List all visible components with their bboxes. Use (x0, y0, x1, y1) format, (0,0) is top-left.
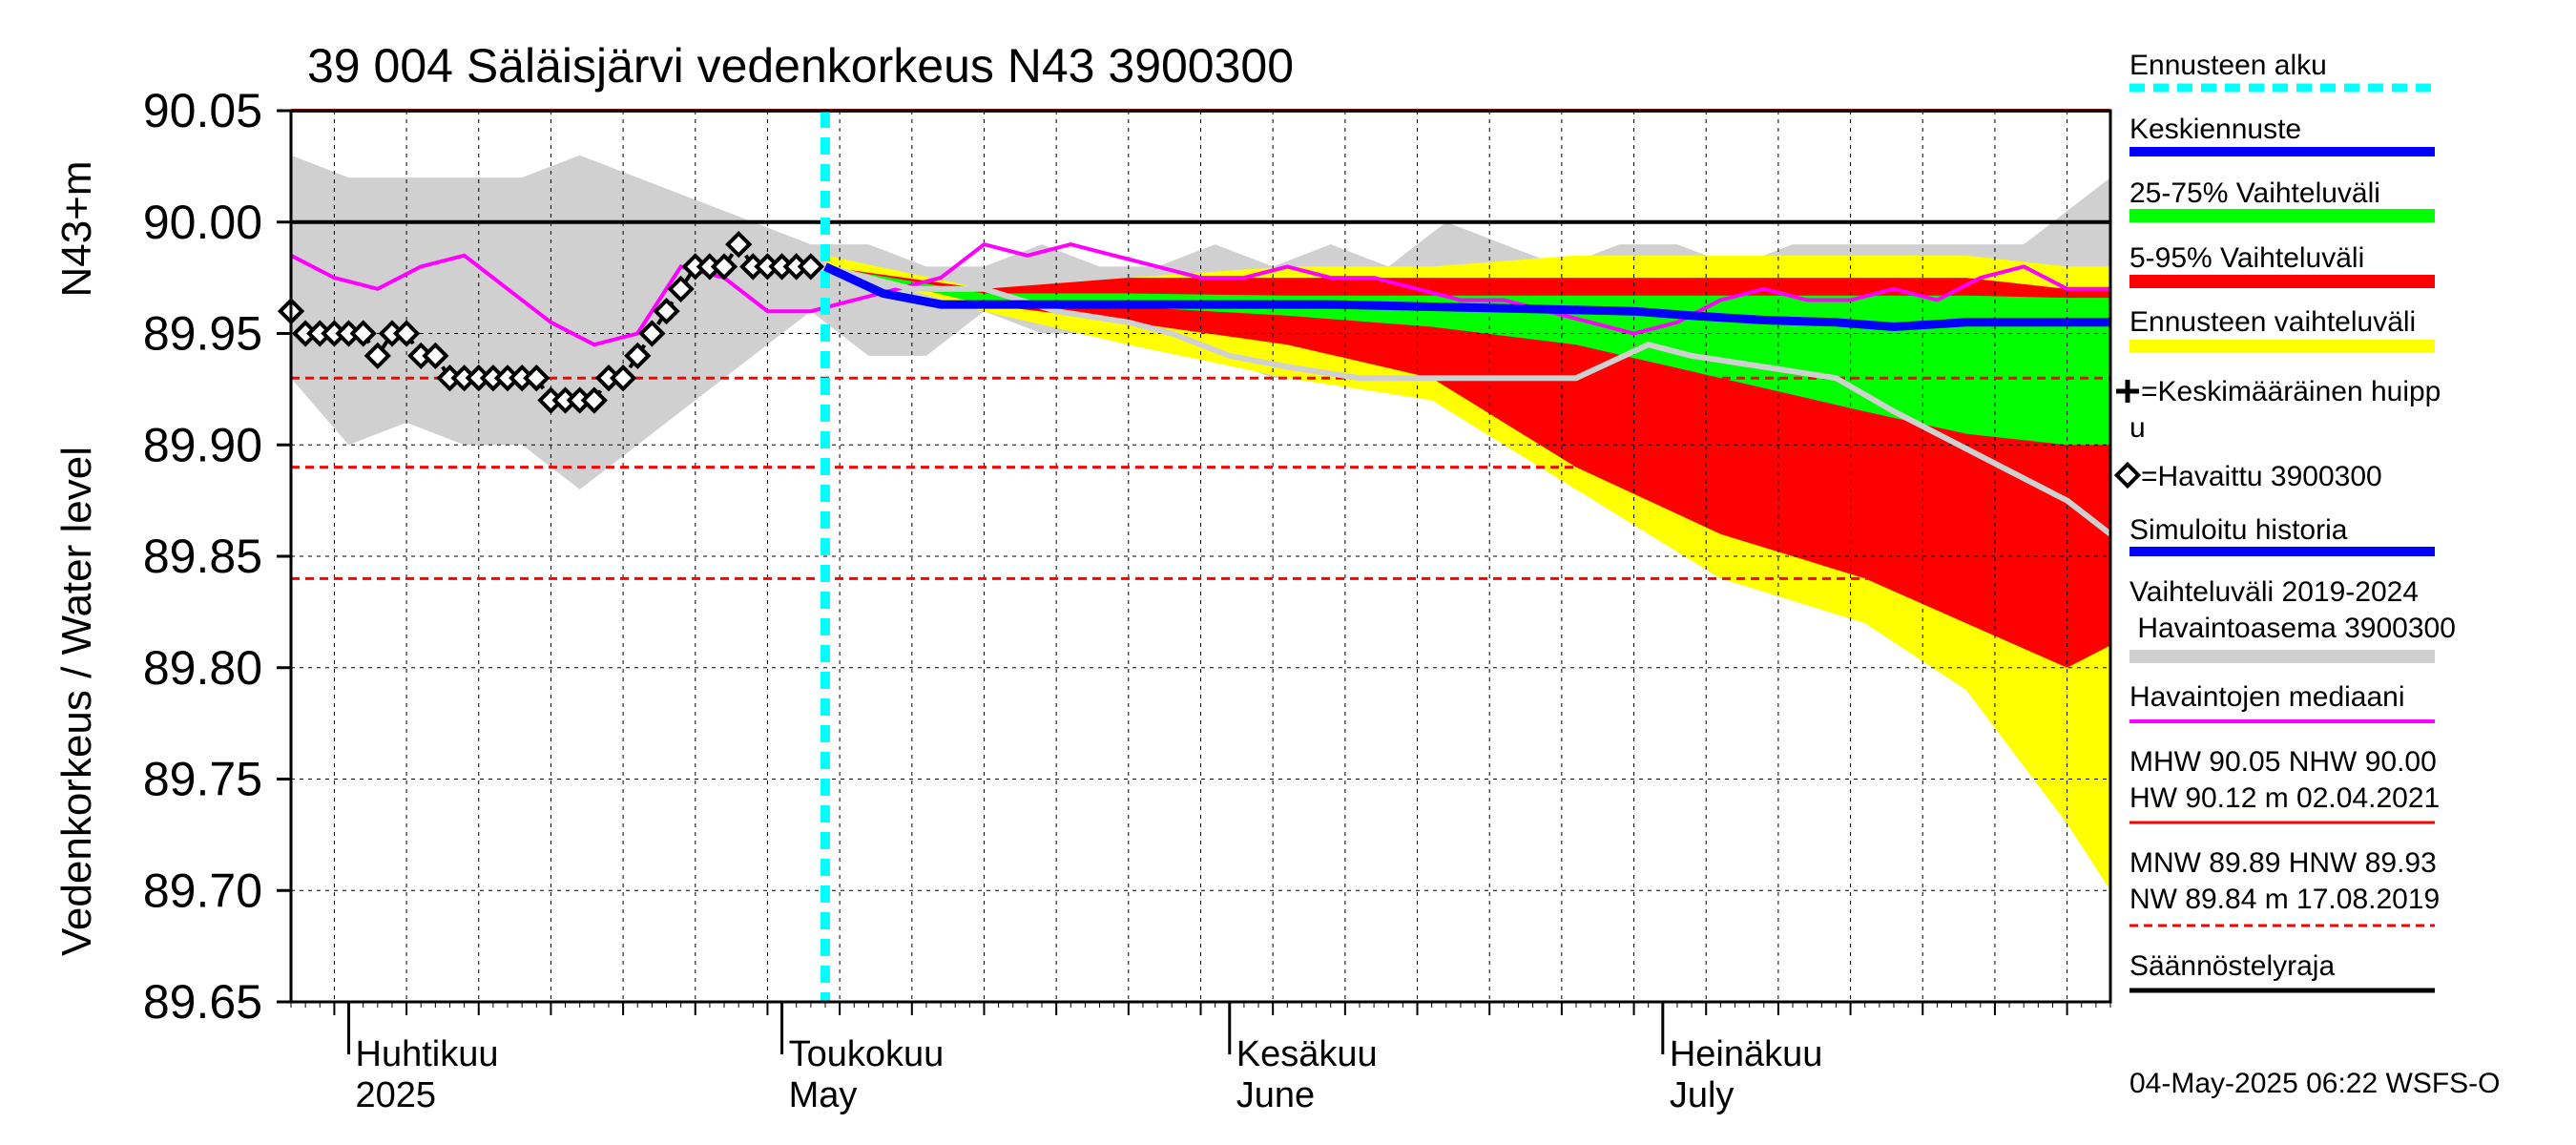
observed-point (754, 253, 781, 281)
observed-point (407, 342, 435, 370)
legend-historical-range: Vaihteluväli 2019-2024 (2129, 576, 2419, 608)
x-month-sublabel: May (789, 1075, 858, 1115)
y-tick-label: 90.00 (143, 196, 262, 249)
legend-high-water-values: MHW 90.05 NHW 90.00 (2129, 746, 2437, 778)
observed-point (392, 320, 421, 347)
observed-point (436, 364, 464, 392)
x-month-label: Huhtikuu (356, 1034, 499, 1074)
legend-forecast-band: Ennusteen vaihteluväli (2129, 306, 2416, 338)
observed-point (479, 364, 508, 392)
x-month-label: Heinäkuu (1670, 1034, 1823, 1074)
observed-point (306, 320, 334, 347)
x-month-label: Kesäkuu (1236, 1034, 1378, 1074)
observed-point (523, 364, 551, 392)
legend-simulated: Simuloitu historia (2129, 514, 2348, 546)
y-tick-label: 89.95 (143, 307, 262, 361)
x-month-sublabel: June (1236, 1075, 1315, 1115)
legend-forecast-start: Ennusteen alku (2129, 50, 2327, 81)
observed-point (335, 320, 363, 347)
median-line (290, 241, 2110, 347)
observed-point (493, 364, 522, 392)
x-month-sublabel: July (1670, 1075, 1735, 1115)
legend-low-water-values: MNW 89.89 HNW 89.93 (2129, 847, 2437, 879)
legend-mean-forecast: Keskiennuste (2129, 114, 2301, 145)
y-tick-label: 90.05 (143, 84, 262, 137)
legend-average-peak-wrap: u (2129, 412, 2146, 444)
simulated-history-line (824, 263, 2112, 537)
y-tick-label: 89.70 (143, 864, 262, 917)
observed-point (725, 230, 753, 259)
legend-high-water-record: HW 90.12 m 02.04.2021 (2129, 782, 2440, 814)
legend-regulation-limit: Säännöstelyraja (2129, 950, 2335, 982)
y-tick-label: 89.90 (143, 418, 262, 471)
observed-point (609, 364, 637, 392)
observed-point (321, 320, 348, 347)
observed-point (537, 386, 565, 414)
observed-point (710, 253, 738, 281)
legend-observed: =Havaittu 3900300 (2141, 461, 2382, 492)
forecast-bands-layer (825, 255, 2110, 891)
plot-area (277, 109, 2112, 1004)
y-tick-label: 89.80 (143, 641, 262, 695)
legend-average-peak: =Keskimääräinen huipp (2141, 376, 2441, 407)
observed-point (378, 320, 406, 347)
forecast-band-3 (825, 266, 2110, 446)
plus-marker-icon (2116, 380, 2139, 403)
observed-point (509, 364, 536, 392)
observed-point (465, 364, 492, 392)
observed-point (349, 320, 377, 347)
observed-point (696, 253, 724, 281)
observed-point (551, 386, 579, 414)
observed-point (653, 298, 680, 325)
mean-forecast-line (823, 262, 2110, 331)
legend: Ennusteen alku Keskiennuste 25-75% Vaiht… (2113, 50, 2456, 993)
y-tick-label: 89.65 (143, 975, 262, 1029)
observed-point (364, 342, 391, 370)
observed-point (797, 253, 824, 281)
legend-low-water-record: NW 89.84 m 17.08.2019 (2129, 884, 2440, 915)
legend-historical-station: Havaintoasema 3900300 (2129, 613, 2456, 644)
y-axis-unit: N43+m (53, 160, 100, 297)
diamond-marker-icon (2113, 461, 2142, 489)
observed-point (594, 364, 623, 392)
x-month-sublabel: 2025 (356, 1075, 437, 1115)
observed-point (739, 253, 767, 281)
chart-title: 39 004 Säläisjärvi vedenkorkeus N43 3900… (307, 39, 1294, 93)
observed-point (566, 386, 593, 414)
observed-point (580, 386, 608, 414)
observed-point (681, 253, 709, 281)
x-month-label: Toukokuu (789, 1034, 945, 1074)
observed-point (667, 275, 695, 302)
y-axis-label: Vedenkorkeus / Water level (53, 447, 100, 956)
observed-point (422, 342, 449, 370)
observed-point (768, 253, 796, 281)
observed-point (624, 342, 652, 370)
legend-band-25-75: 25-75% Vaihteluväli (2129, 177, 2380, 209)
observed-point (782, 253, 810, 281)
series-lines-layer (277, 111, 2112, 1002)
y-tick-label: 89.75 (143, 753, 262, 806)
legend-band-5-95: 5-95% Vaihteluväli (2129, 242, 2364, 274)
legend-median: Havaintojen mediaani (2129, 681, 2405, 713)
observed-point (450, 364, 478, 392)
y-tick-label: 89.85 (143, 530, 262, 583)
observed-point (638, 320, 666, 347)
y-axis: 89.65 89.70 89.75 89.80 89.85 89.90 89.95 90.00… (143, 84, 291, 1029)
chart-footer-timestamp: 04-May-2025 06:22 WSFS-O (2129, 1068, 2501, 1099)
observed-point (291, 320, 320, 347)
